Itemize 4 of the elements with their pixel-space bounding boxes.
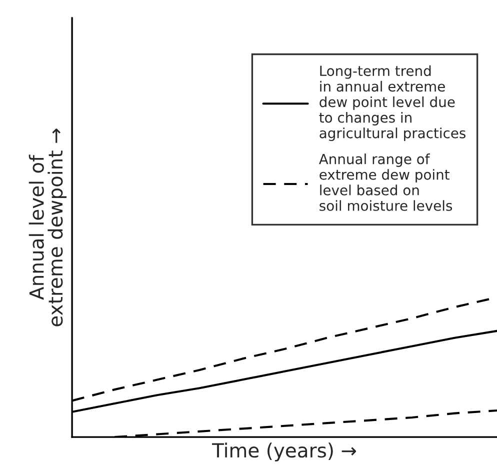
y-axis-title: Annual level of extreme dewpoint → <box>28 128 67 326</box>
x-axis-title: Time (years) → <box>212 442 356 462</box>
legend-label: Long-term trend in annual extreme dew point level due to changes in agricultural practices <box>319 65 466 142</box>
legend-label: Annual range of extreme dew point level based on soil moisture levels <box>318 154 452 211</box>
